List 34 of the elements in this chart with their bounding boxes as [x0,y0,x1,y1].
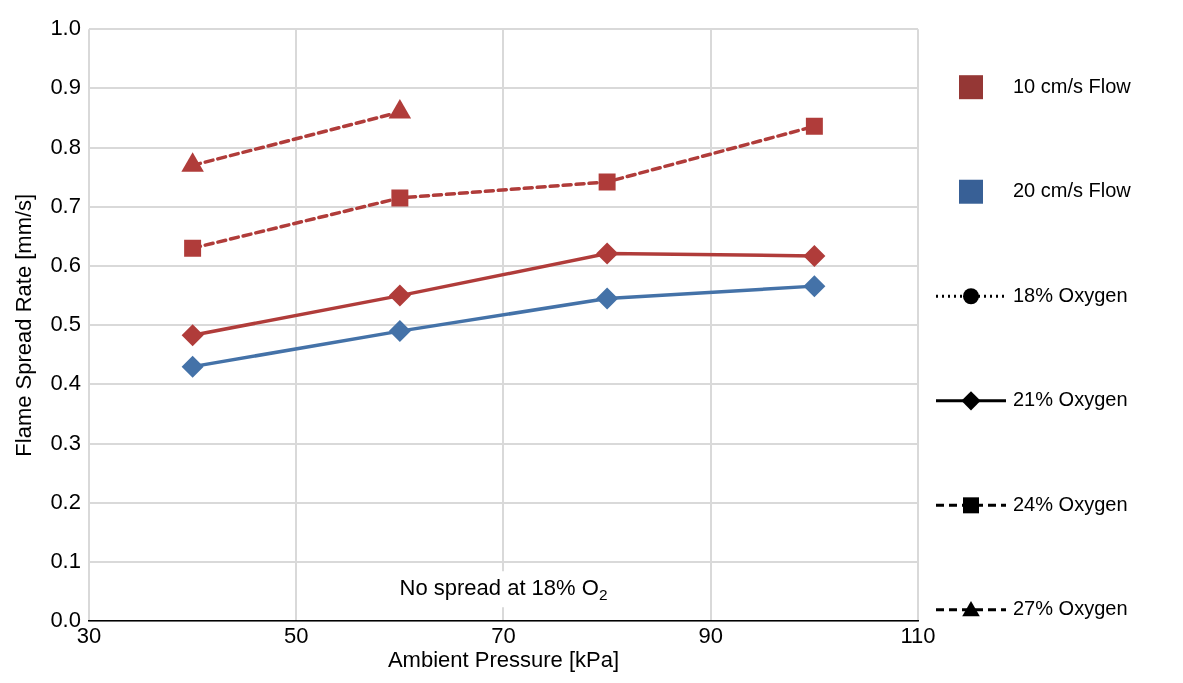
y-tick-label: 0.7 [50,192,81,218]
x-axis-title: Ambient Pressure [kPa] [387,646,620,672]
x-tick-label: 110 [900,623,936,649]
y-tick-label: 0.2 [50,488,81,514]
y-tick-label: 1.0 [50,15,81,41]
point [391,189,409,207]
legend-label: 24% Oxygen [1013,492,1128,515]
y-tick-label: 0.1 [50,548,81,574]
y-tick-label: 0.8 [50,133,81,159]
y-tick-label: 0.9 [50,74,81,100]
y-tick-label: 0.6 [50,252,81,278]
legend-label: 20 cm/s Flow [1013,179,1132,202]
legend-label: 27% Oxygen [1013,597,1128,620]
legend-label: 21% Oxygen [1013,388,1128,411]
y-tick-label: 0.5 [50,311,81,337]
x-tick-label: 50 [284,623,309,649]
point [181,324,204,347]
x-tick-label: 90 [698,623,723,649]
point [803,244,826,267]
point [181,355,204,378]
y-tick-label: 0.3 [50,429,81,455]
point [803,275,826,298]
point [598,173,616,191]
legend-label: 10 cm/s Flow [1013,74,1132,97]
point [805,117,823,135]
point [184,239,202,257]
point [388,320,411,343]
x-tick-label: 70 [491,623,516,649]
legend-label: 18% Oxygen [1013,283,1128,306]
point [596,242,619,265]
y-axis-title: Flame Spread Rate [mm/s] [11,193,37,457]
point [596,287,619,310]
point [388,284,411,307]
y-tick-label: 0.4 [50,370,81,396]
